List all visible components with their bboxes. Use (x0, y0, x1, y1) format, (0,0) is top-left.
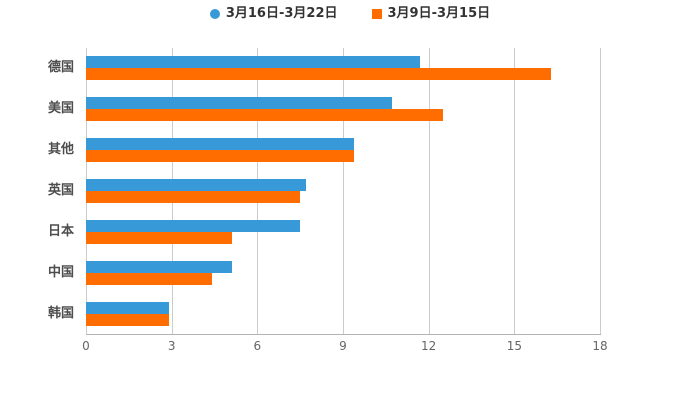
x-axis-tick-label: 0 (82, 339, 90, 353)
gridline (428, 48, 430, 334)
gridline (600, 48, 601, 334)
category-label: 中国 (47, 264, 74, 280)
bar-week1-美国 (86, 109, 443, 122)
bar-week1-韩国 (86, 313, 169, 326)
gridline (343, 48, 344, 334)
bar-week2-韩国 (86, 301, 169, 314)
x-axis-tick-label: 15 (506, 339, 522, 353)
bar-week1-中国 (86, 272, 212, 285)
x-axis-tick-label: 6 (253, 339, 262, 353)
bar-week2-英国 (86, 179, 306, 191)
bar-week2-日本 (86, 219, 300, 232)
gridline (514, 48, 516, 334)
legend-item-week1[interactable]: 3月9日-3月15日 (371, 6, 491, 22)
bar-week2-美国 (86, 97, 392, 110)
bar-week1-其他 (86, 150, 354, 163)
bar-week1-德国 (86, 68, 551, 81)
square-marker-icon (371, 9, 382, 19)
x-axis-tick-label: 3 (167, 339, 176, 353)
circle-marker-icon (209, 9, 220, 19)
legend-item-week2[interactable]: 3月16日-3月22日 (209, 6, 338, 22)
category-label: 德国 (47, 60, 74, 76)
category-label: 英国 (47, 183, 74, 198)
category-label: 其他 (47, 142, 74, 158)
x-axis-tick-label: 9 (339, 339, 347, 353)
category-label: 美国 (47, 101, 74, 117)
legend-label: 3月16日-3月22日 (225, 6, 338, 21)
category-label: 韩国 (47, 305, 74, 321)
bar-week2-其他 (86, 138, 354, 151)
x-axis-line (86, 334, 601, 335)
chart-legend: 3月16日-3月22日 3月9日-3月15日 (0, 6, 700, 22)
x-axis-tick-label: 12 (421, 339, 437, 353)
bar-week2-德国 (86, 56, 420, 69)
category-label: 日本 (47, 223, 74, 239)
bar-week2-中国 (86, 260, 232, 273)
bar-week1-日本 (86, 231, 232, 244)
legend-label: 3月9日-3月15日 (387, 6, 491, 21)
x-axis-tick-label: 18 (592, 339, 608, 353)
bar-week1-英国 (86, 191, 300, 203)
